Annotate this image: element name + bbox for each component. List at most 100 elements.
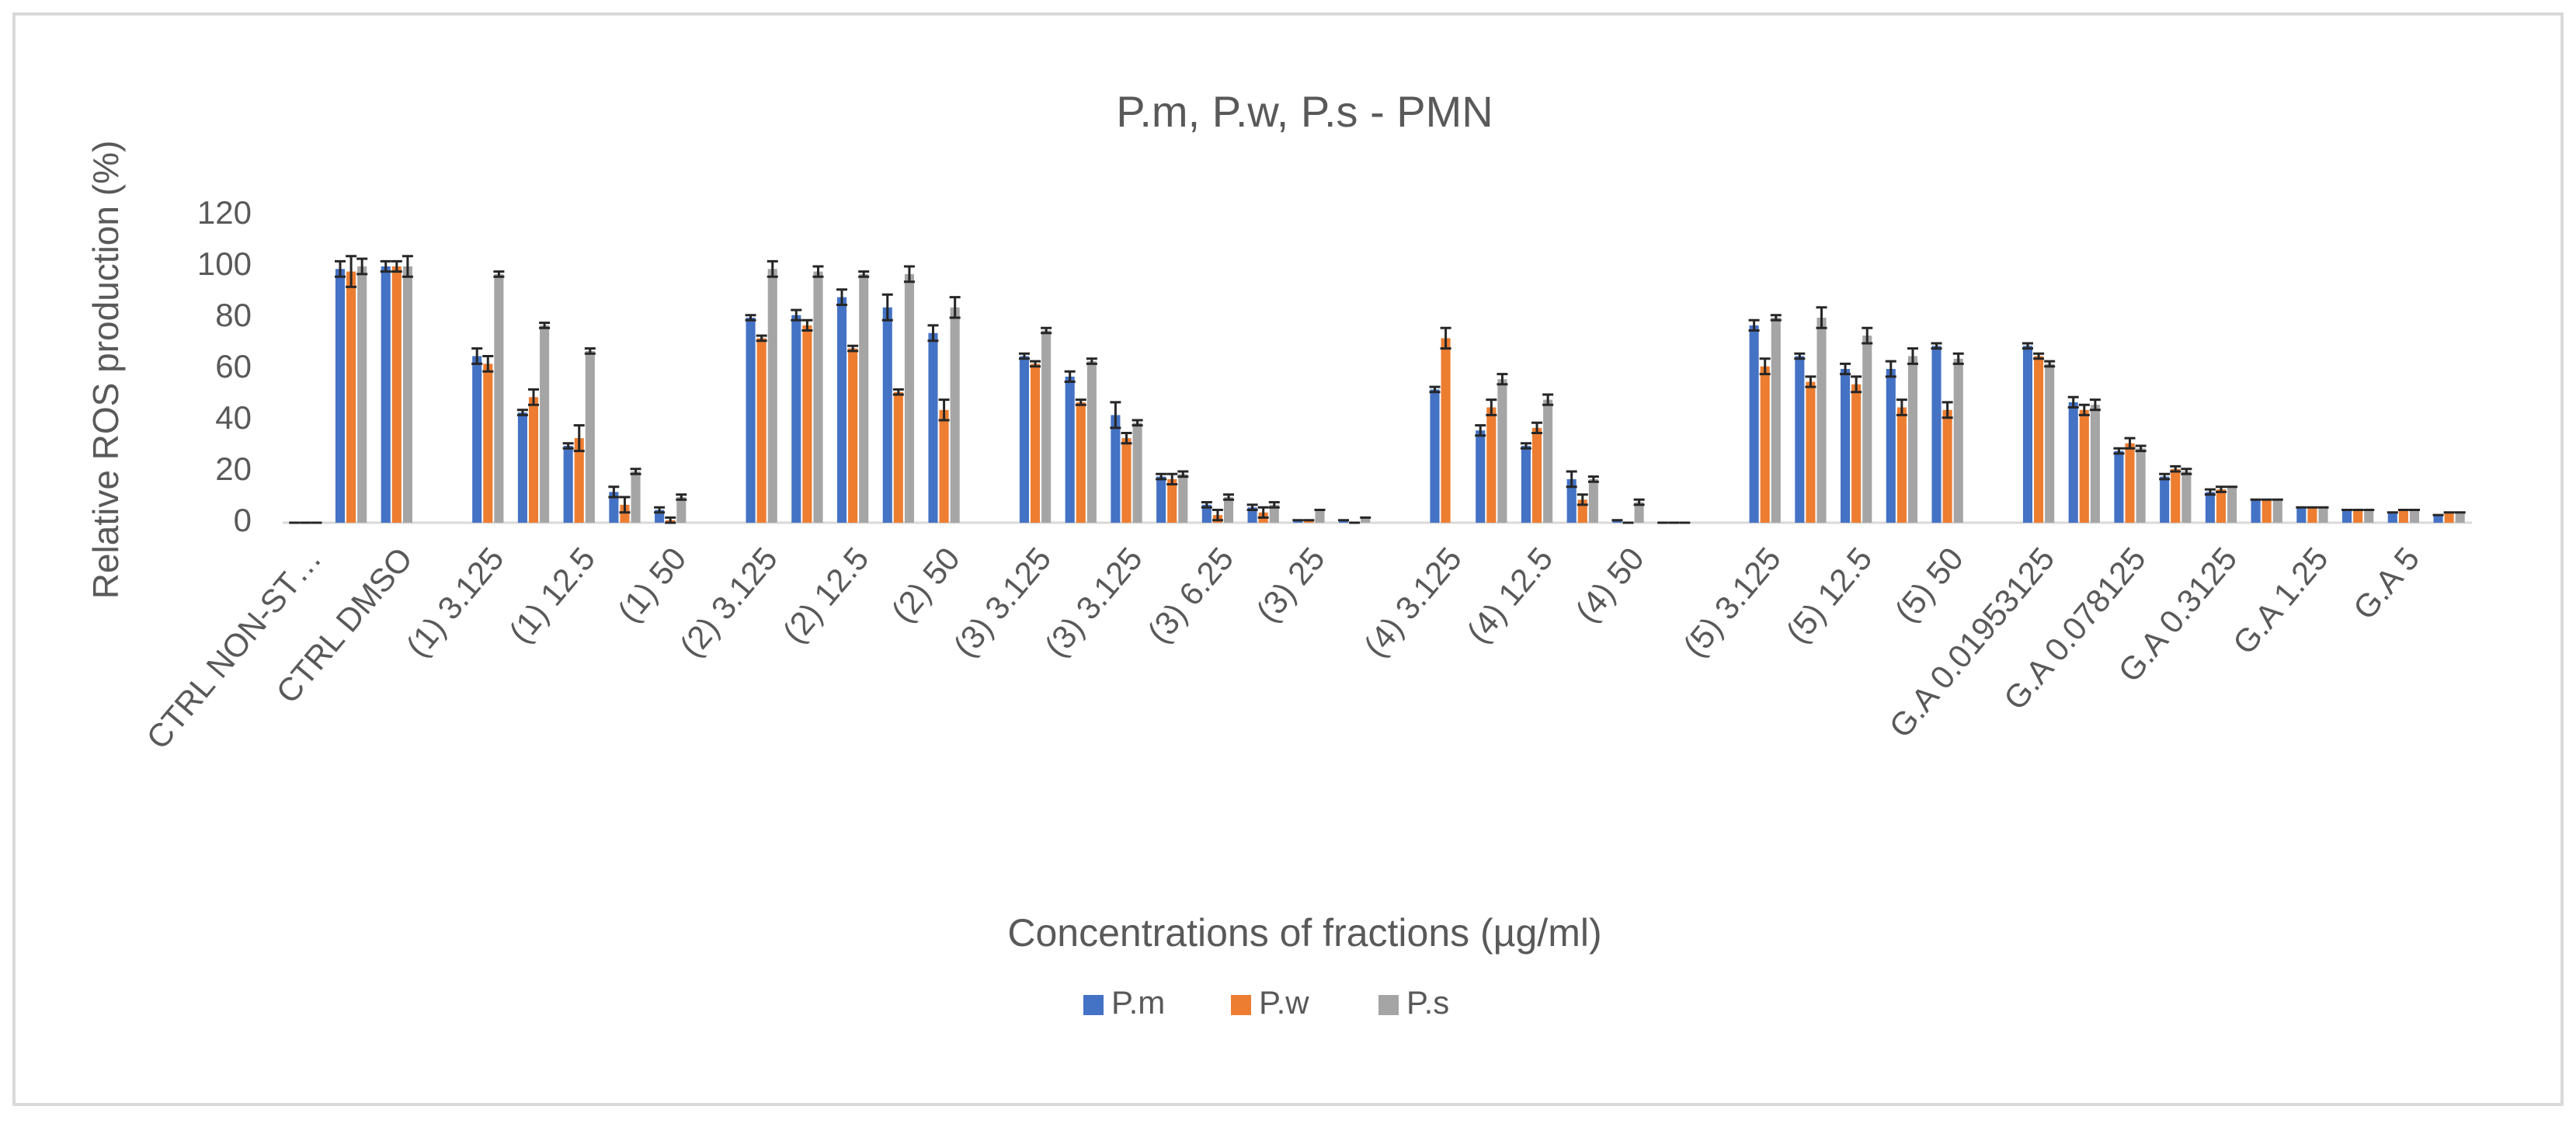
bar: [1862, 336, 1872, 523]
error-bar: [1633, 498, 1645, 506]
bar: [1907, 356, 1918, 523]
bar: [1269, 504, 1279, 523]
error-bar: [927, 324, 939, 343]
bar: [2079, 409, 2089, 523]
bar: [767, 269, 777, 523]
bar: [1086, 361, 1097, 523]
error-bar: [1497, 373, 1508, 386]
bar: [928, 332, 938, 523]
error-bar: [516, 409, 528, 416]
error-bar: [1577, 493, 1588, 506]
bar: [1612, 520, 1622, 523]
error-bar: [1132, 419, 1143, 427]
error-bar: [2135, 444, 2147, 453]
bar: [1293, 520, 1303, 523]
bar: [2318, 507, 2328, 523]
bar: [1588, 478, 1598, 523]
bar: [2227, 486, 2237, 523]
bar: [1156, 476, 1166, 523]
bar: [2216, 489, 2227, 523]
bar: [1896, 407, 1907, 523]
bar: [1223, 497, 1234, 523]
error-bar: [1851, 375, 1862, 394]
error-bar: [1246, 503, 1258, 511]
y-tick-label: 100: [197, 245, 252, 282]
bar: [2307, 507, 2317, 523]
bar: [2181, 471, 2192, 523]
bar: [848, 348, 858, 523]
bar: [2160, 476, 2170, 523]
bar: [939, 409, 949, 523]
bar: [1041, 330, 1052, 523]
error-bar: [2089, 398, 2101, 412]
error-bar: [608, 485, 620, 499]
error-bar: [562, 442, 574, 450]
error-bar: [1030, 360, 1041, 368]
error-bar: [2159, 472, 2171, 481]
error-bar: [1212, 509, 1223, 522]
bar: [2409, 510, 2420, 523]
error-bar: [1794, 352, 1806, 360]
bar: [882, 307, 892, 523]
error-bar: [584, 347, 596, 355]
bar: [2261, 499, 2272, 523]
bar: [494, 273, 504, 523]
error-bar: [1086, 357, 1097, 365]
error-bar: [1223, 493, 1235, 501]
error-bar: [539, 322, 551, 329]
bar: [1167, 478, 1177, 523]
error-bar: [1156, 472, 1167, 481]
bar: [2090, 405, 2100, 523]
bar: [2034, 356, 2044, 523]
error-bar: [1121, 432, 1132, 445]
error-bar: [1018, 352, 1030, 360]
error-bar: [391, 259, 402, 273]
bar: [2353, 510, 2363, 523]
error-bar: [2124, 437, 2136, 450]
error-bar: [791, 308, 802, 322]
error-bar: [1268, 501, 1280, 509]
error-bar: [1429, 385, 1441, 394]
error-bar: [346, 255, 357, 288]
legend-label: P.s: [1406, 984, 1449, 1021]
error-bar: [356, 257, 368, 276]
y-tick-label: 40: [215, 399, 252, 436]
y-tick-label: 20: [215, 450, 252, 487]
bar: [859, 273, 869, 523]
bar: [1532, 427, 1542, 523]
error-bar: [482, 355, 494, 373]
error-bar: [1942, 401, 1953, 419]
bar: [2296, 507, 2307, 523]
error-bar: [938, 398, 950, 422]
bar: [540, 325, 550, 523]
error-bar: [1166, 472, 1178, 485]
bar: [1816, 318, 1827, 523]
bar: [2251, 499, 2261, 523]
bar: [2272, 499, 2282, 523]
chart-title: P.m, P.w, P.s - PMN: [1116, 87, 1493, 136]
bar: [1543, 399, 1553, 523]
chart-border: [12, 12, 2564, 1106]
error-bar: [402, 255, 413, 278]
bar: [346, 271, 356, 523]
error-bar: [2113, 447, 2125, 455]
bar: [791, 315, 801, 523]
legend-swatch: [1083, 995, 1104, 1015]
error-bar: [1885, 360, 1896, 378]
error-bar: [1542, 393, 1554, 406]
bar: [2444, 512, 2454, 523]
bar: [620, 504, 630, 523]
bar: [1430, 389, 1440, 523]
bar: [1931, 346, 1942, 523]
error-bar: [2044, 360, 2056, 368]
error-bar: [767, 259, 778, 278]
error-bar: [1759, 357, 1771, 376]
bar: [1942, 409, 1952, 523]
bar: [2068, 402, 2078, 523]
error-bar: [836, 288, 848, 306]
bar: [893, 391, 903, 523]
error-bar: [949, 296, 961, 319]
bar: [609, 492, 619, 523]
error-bar: [471, 347, 483, 365]
